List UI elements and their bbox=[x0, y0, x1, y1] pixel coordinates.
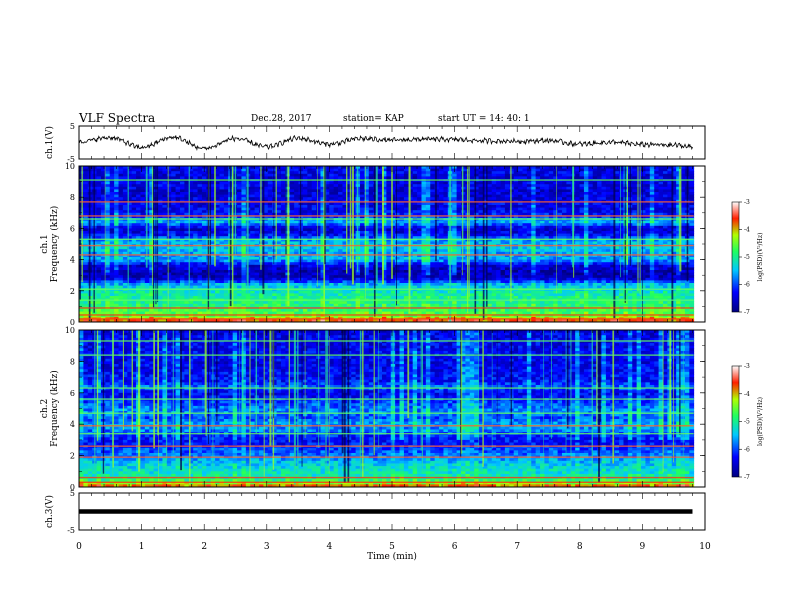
ytick-label: 5 bbox=[70, 122, 75, 131]
xtick-label: 10 bbox=[699, 542, 711, 552]
xtick-label: 9 bbox=[640, 542, 646, 552]
ytick-label: 6 bbox=[70, 389, 75, 398]
colorbar-tick-label: -3 bbox=[744, 199, 750, 206]
xtick-label: 4 bbox=[327, 542, 333, 552]
colorbar-tick-label: -7 bbox=[744, 309, 750, 316]
start-time-label: start UT = 14: 40: 1 bbox=[438, 114, 530, 124]
xtick-label: 1 bbox=[139, 542, 145, 552]
ytick-label: 0 bbox=[70, 483, 75, 492]
colorbar-tick-label: -6 bbox=[744, 446, 750, 453]
ytick-label: 8 bbox=[70, 357, 75, 366]
figure-title: VLF Spectra bbox=[79, 111, 156, 125]
colorbar-tick-label: -7 bbox=[744, 474, 750, 481]
date-label: Dec.28, 2017 bbox=[251, 114, 312, 124]
ytick-label: 10 bbox=[65, 162, 75, 171]
station-label: station= KAP bbox=[343, 114, 404, 124]
ytick-label: 4 bbox=[70, 256, 75, 265]
ytick-label: 6 bbox=[70, 224, 75, 233]
spectrogram-ch1 bbox=[79, 166, 695, 323]
ylabel: ch.1 bbox=[40, 234, 50, 253]
colorbar-ch1 bbox=[731, 201, 740, 313]
xtick-label: 0 bbox=[76, 542, 82, 552]
colorbar-tick-label: -4 bbox=[744, 391, 750, 398]
xtick-label: 2 bbox=[201, 542, 207, 552]
xtick-label: 8 bbox=[577, 542, 583, 552]
ylabel: ch.2 bbox=[40, 399, 50, 418]
ytick-label: 4 bbox=[70, 420, 75, 429]
xtick-label: 6 bbox=[452, 542, 458, 552]
ch1-waveform-line bbox=[78, 134, 693, 151]
colorbar-label: log(PSD)(V²/Hz) bbox=[757, 397, 764, 446]
ylabel: ch.1(V) bbox=[44, 126, 55, 159]
colorbar-tick-label: -5 bbox=[744, 254, 750, 261]
xtick-label: 5 bbox=[389, 542, 395, 552]
ytick-label: 5 bbox=[70, 489, 75, 498]
xtick-label: 3 bbox=[264, 542, 270, 552]
colorbar-tick-label: -6 bbox=[744, 282, 750, 289]
colorbar-tick-label: -4 bbox=[744, 227, 750, 234]
ytick-label: 8 bbox=[70, 193, 75, 202]
spectrogram-ch2 bbox=[79, 330, 695, 488]
ytick-label: -5 bbox=[67, 155, 75, 164]
xaxis-label: Time (min) bbox=[367, 551, 417, 562]
ytick-label: 2 bbox=[70, 287, 75, 296]
colorbar-label: log(PSD)(V²/Hz) bbox=[757, 233, 764, 282]
ylabel: ch.3(V) bbox=[44, 495, 55, 528]
colorbar-tick-label: -3 bbox=[744, 363, 750, 370]
ytick-label: 2 bbox=[70, 452, 75, 461]
ylabel: Frequency (kHz) bbox=[49, 206, 60, 283]
xtick-label: 7 bbox=[514, 542, 520, 552]
ytick-label: 0 bbox=[70, 318, 75, 327]
ylabel: Frequency (kHz) bbox=[49, 370, 60, 447]
ytick-label: 10 bbox=[65, 326, 75, 335]
colorbar-ch2 bbox=[731, 365, 740, 478]
colorbar-tick-label: -5 bbox=[744, 419, 750, 426]
ytick-label: -5 bbox=[67, 526, 75, 535]
